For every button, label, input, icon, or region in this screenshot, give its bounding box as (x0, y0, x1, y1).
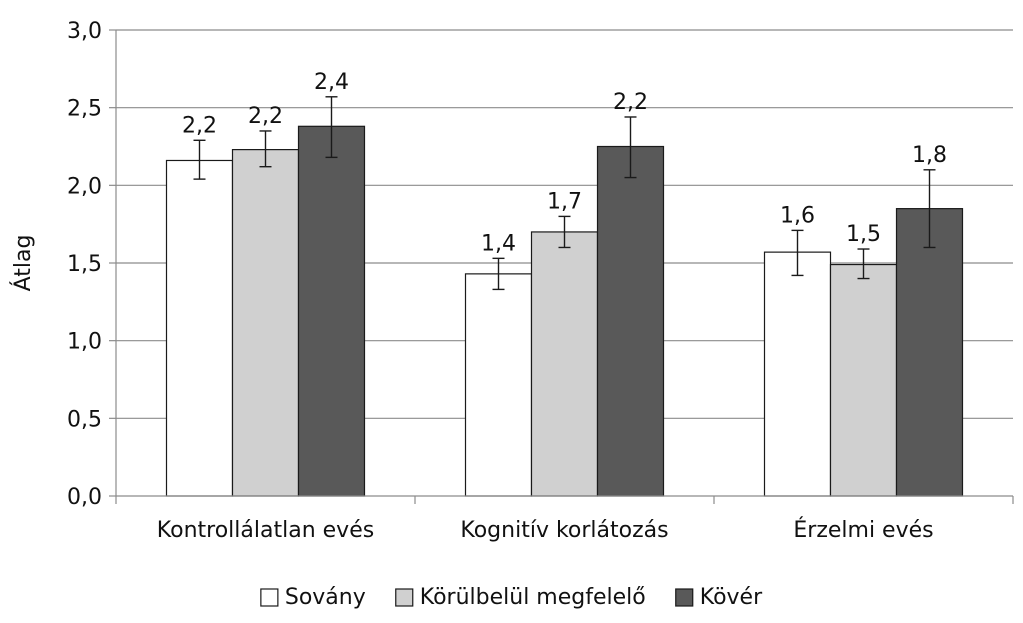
x-tick-label: Kognitív korlátozás (460, 518, 668, 543)
data-label: 1,5 (846, 222, 881, 247)
y-axis-label: Átlag (10, 235, 36, 292)
legend-label: Körülbelül megfelelő (420, 585, 646, 610)
data-label: 1,8 (912, 143, 947, 168)
data-label: 2,2 (613, 90, 648, 115)
bar (596, 145, 665, 497)
y-tick-label: 0,5 (67, 407, 102, 432)
data-label: 1,7 (547, 189, 582, 214)
y-tick-label: 2,5 (67, 97, 102, 122)
bar (829, 263, 898, 497)
legend-swatch (675, 588, 694, 607)
bar (464, 273, 533, 497)
bar (231, 149, 300, 497)
y-tick-label: 1,0 (67, 330, 102, 355)
axes: 0,0 0,5 1,0 1,5 2,0 2,5 3,0 Kontrollálatlan evé… (67, 19, 1014, 543)
legend: Sovány Körülbelül megfelelő Kövér (260, 585, 763, 610)
y-tick-label: 2,0 (67, 174, 102, 199)
x-tick-label: Kontrollálatlan evés (157, 518, 374, 543)
bar (530, 231, 599, 497)
data-label: 1,4 (481, 231, 516, 256)
y-tick-label: 1,5 (67, 252, 102, 277)
data-label: 1,6 (780, 203, 815, 228)
data-label: 2,2 (248, 104, 283, 129)
bar (165, 159, 234, 497)
legend-label: Kövér (700, 585, 763, 610)
legend-label: Sovány (285, 585, 366, 610)
legend-swatch (395, 588, 414, 607)
error-bars (193, 96, 936, 291)
data-label: 2,4 (314, 70, 349, 95)
data-label: 2,2 (182, 113, 217, 138)
bar (763, 251, 832, 497)
x-tick-label: Érzelmi evés (793, 517, 933, 543)
bar (895, 208, 964, 497)
bars (165, 125, 964, 497)
y-tick-label: 3,0 (67, 19, 102, 44)
legend-swatch (260, 588, 279, 607)
y-tick-label: 0,0 (67, 485, 102, 510)
bar (297, 125, 366, 497)
data-labels: 2,2 2,2 2,4 1,4 1,7 2,2 1,6 1,5 1,8 (182, 70, 947, 257)
